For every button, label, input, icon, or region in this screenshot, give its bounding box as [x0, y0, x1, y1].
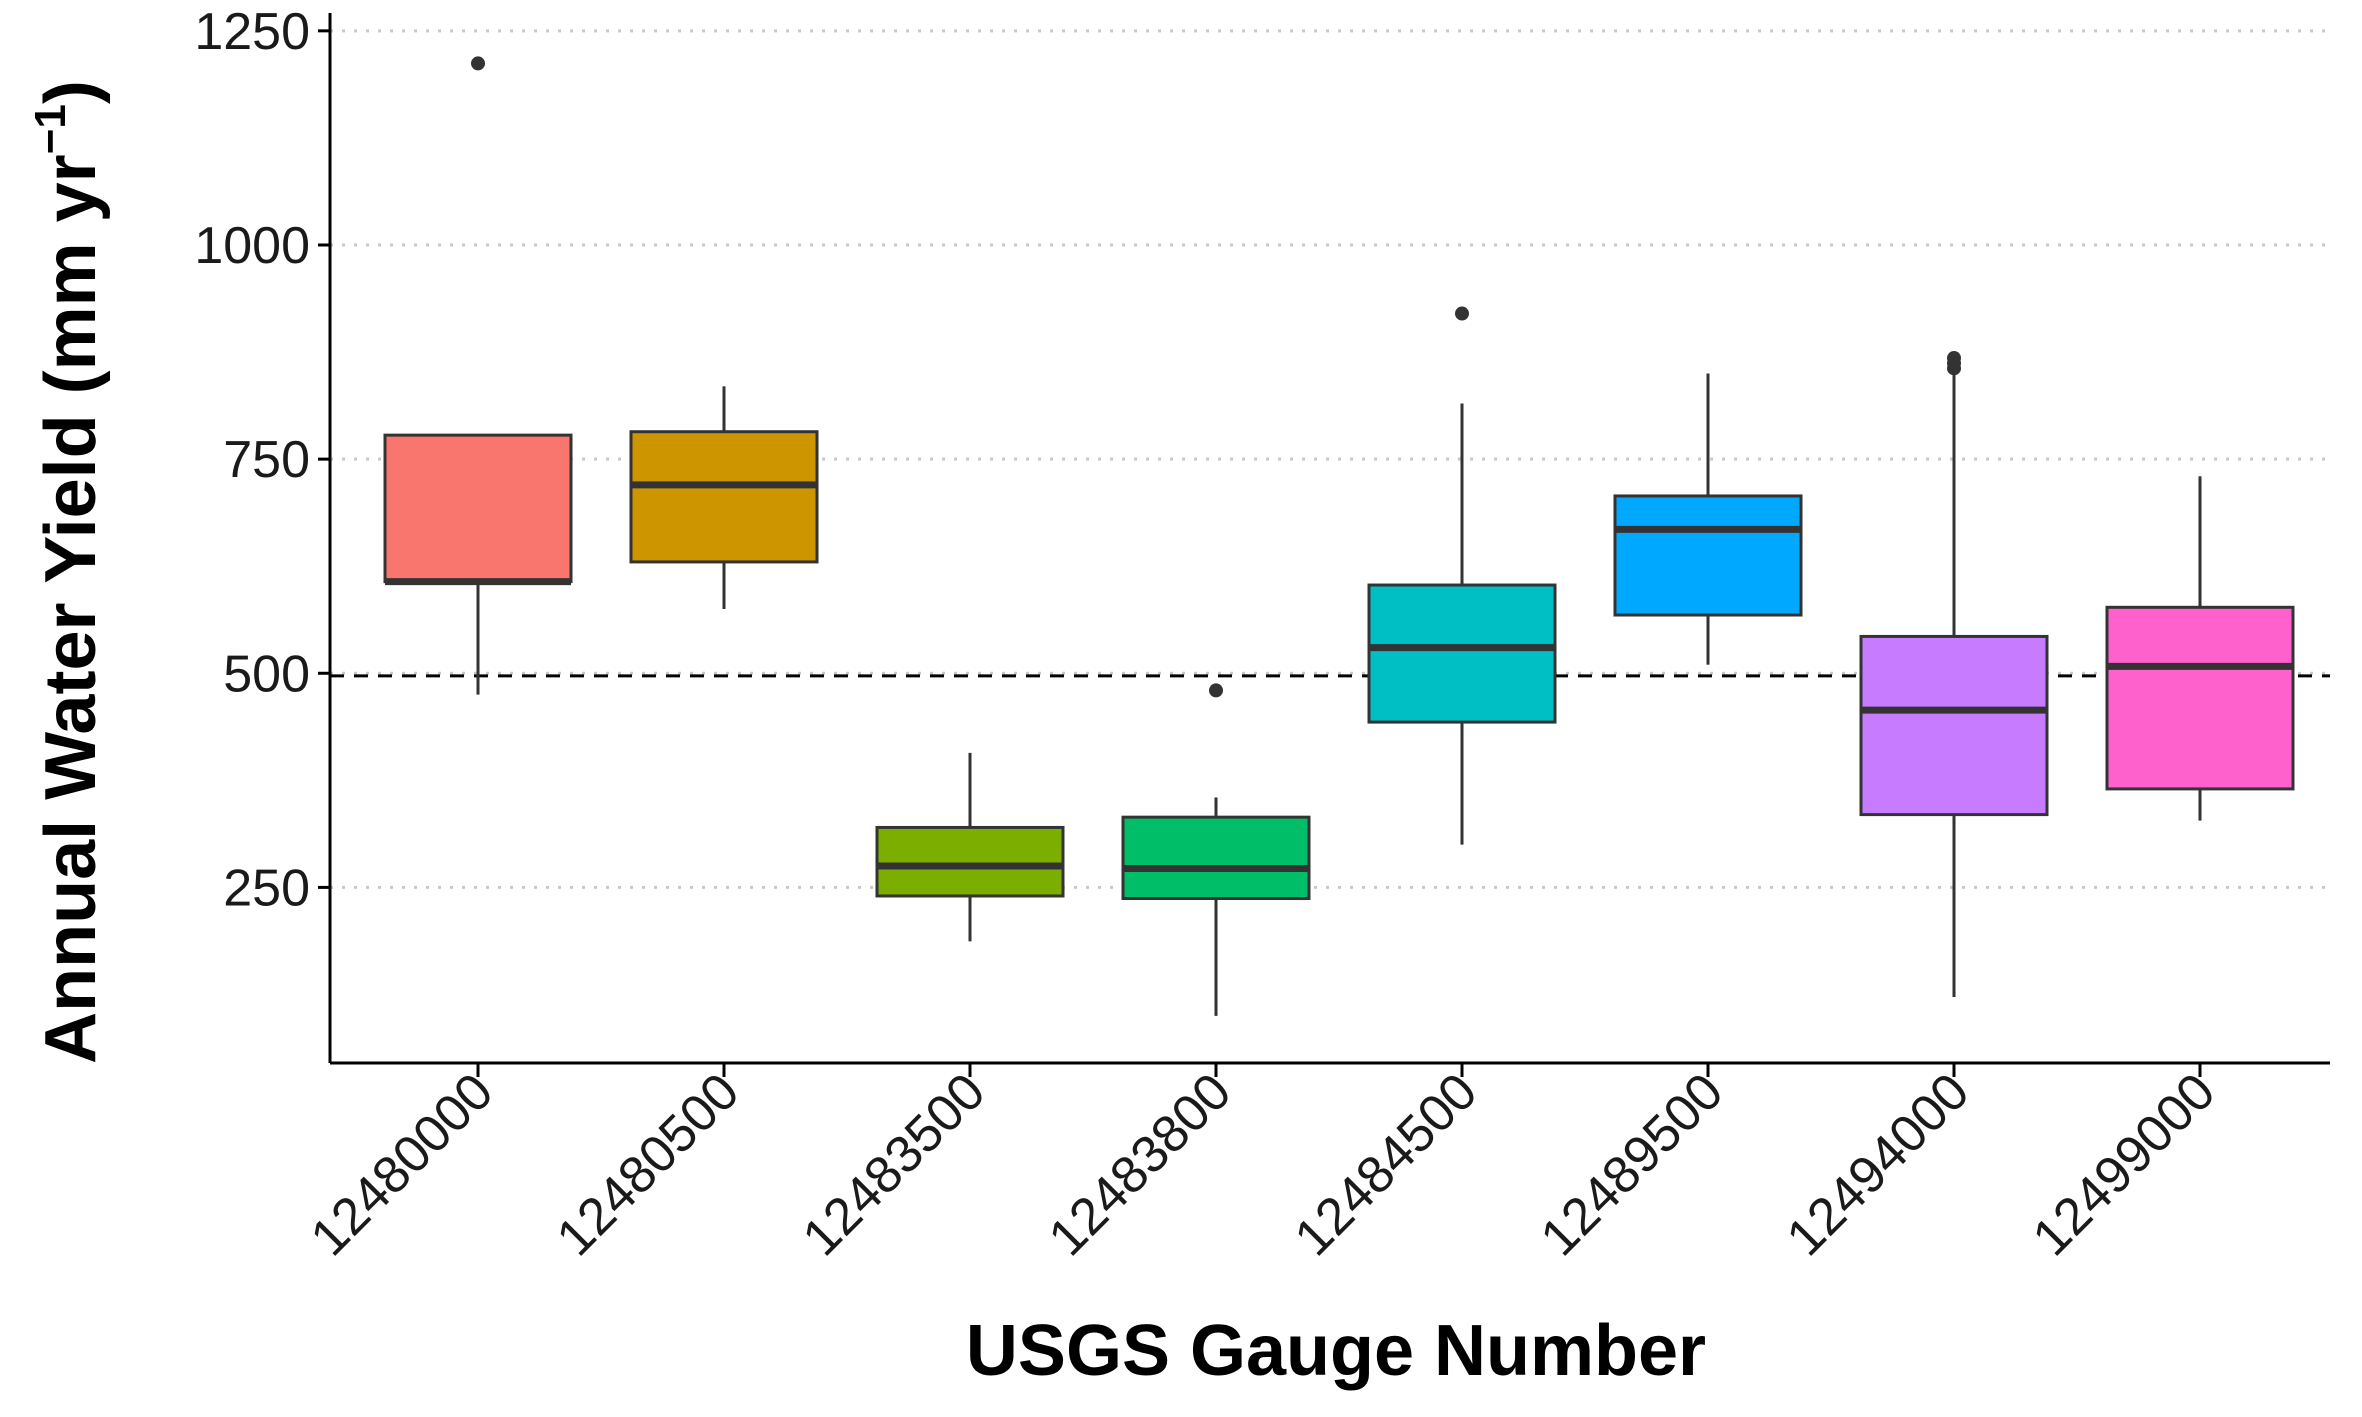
y-axis-title-main: Annual Water Yield (mm yr — [31, 154, 111, 1064]
box-iqr — [1121, 815, 1311, 901]
y-tick-label: 250 — [223, 859, 310, 917]
x-tick-label: 12480000 — [300, 1062, 505, 1267]
box-iqr — [1367, 583, 1557, 724]
box-iqr — [1859, 634, 2049, 817]
y-axis-title: Annual Water Yield (mm yr−1) — [26, 80, 111, 1064]
x-tick-label: 12499000 — [2022, 1062, 2227, 1267]
box-iqr — [383, 433, 573, 584]
box-iqr — [1613, 494, 1803, 617]
x-tick-label: 12480500 — [546, 1062, 751, 1267]
x-axis-title: USGS Gauge Number — [966, 1311, 1706, 1391]
outlier-point — [1947, 351, 1961, 366]
box-group — [1613, 373, 1803, 665]
y-axis-title-close: ) — [31, 80, 111, 104]
box-iqr — [2105, 605, 2295, 791]
outlier-point — [1209, 683, 1223, 698]
y-tick-label: 1250 — [194, 3, 310, 61]
outlier-point — [1455, 306, 1469, 321]
box-iqr — [629, 430, 819, 564]
box-group — [1859, 351, 2049, 998]
y-tick-label: 750 — [223, 431, 310, 489]
box-group — [875, 752, 1065, 942]
y-tick-label: 500 — [223, 645, 310, 703]
x-axis-ticks: 12480000 12480500 12483500 12483800 12484500… — [300, 1062, 2227, 1267]
boxes-group — [383, 56, 2295, 1016]
box-group — [629, 386, 819, 610]
x-tick-label: 12494000 — [1776, 1062, 1981, 1267]
x-tick-label: 12483800 — [1038, 1062, 1243, 1267]
box-iqr — [875, 825, 1065, 898]
box-group — [1121, 683, 1311, 1016]
y-tick-label: 1000 — [194, 217, 310, 275]
box-group — [383, 56, 573, 695]
x-tick-label: 12483500 — [792, 1062, 997, 1267]
x-tick-label: 12484500 — [1284, 1062, 1489, 1267]
outlier-point — [471, 56, 485, 71]
box-group — [1367, 306, 1557, 845]
y-axis-title-superscript: −1 — [26, 104, 75, 154]
y-axis-ticks: 250 500 750 1000 1250 — [194, 3, 330, 917]
box-group — [2105, 476, 2295, 821]
x-tick-label: 12489500 — [1530, 1062, 1735, 1267]
